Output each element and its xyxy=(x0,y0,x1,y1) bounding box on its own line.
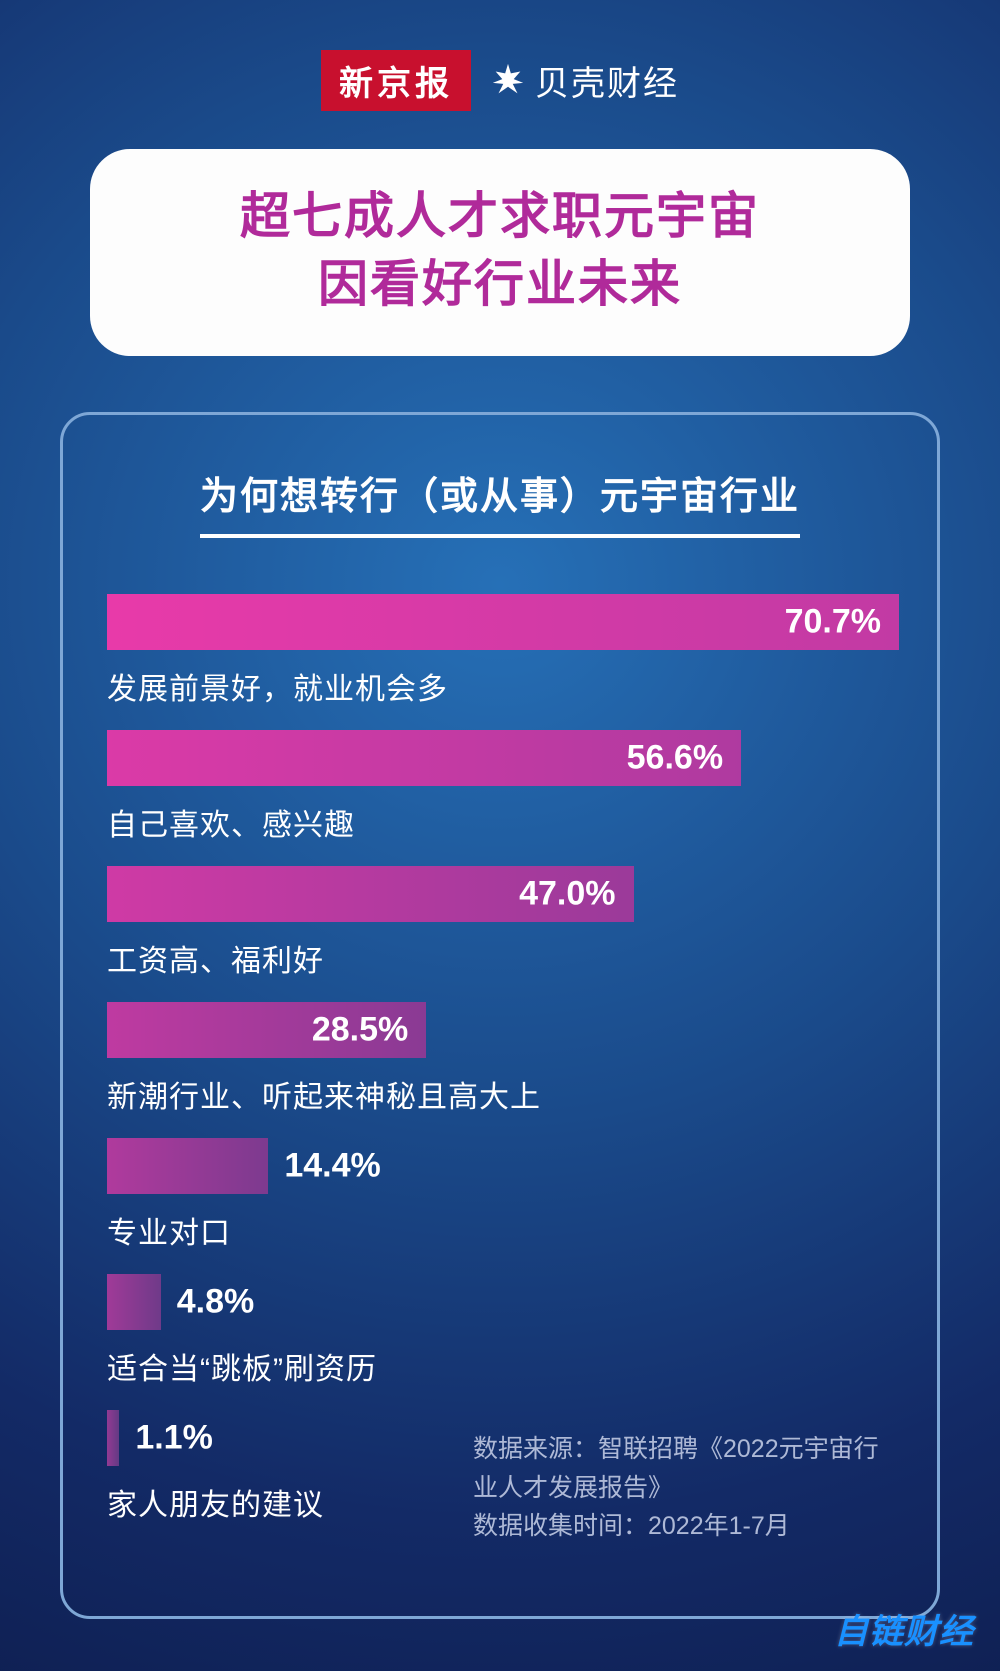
bar-row: 47.0% 工资高、福利好 xyxy=(107,866,893,980)
bar-track: 47.0% xyxy=(107,866,893,922)
shell-icon xyxy=(489,62,527,100)
bar-value: 70.7% xyxy=(785,603,881,642)
bar-value: 14.4% xyxy=(284,1147,380,1186)
bar-label: 适合当“跳板”刷资历 xyxy=(107,1344,893,1388)
bar-fill xyxy=(107,1138,268,1194)
bar-label: 工资高、福利好 xyxy=(107,936,893,980)
bar-row: 14.4% 专业对口 xyxy=(107,1138,893,1252)
bar-fill xyxy=(107,594,899,650)
bar-value: 4.8% xyxy=(177,1283,255,1322)
bar-fill xyxy=(107,1410,119,1466)
watermark: 自链财经 xyxy=(834,1604,974,1653)
bar-fill xyxy=(107,1274,161,1330)
bar-track: 4.8% xyxy=(107,1274,893,1330)
source-line-1: 数据来源：智联招聘《2022元宇宙行业人才发展报告》 xyxy=(473,1430,893,1508)
infographic-root: 新京报 贝壳财经 超七成人才求职元宇宙 因看好行业未来 为何想转行（或从事）元宇… xyxy=(0,0,1000,1671)
bar-value: 56.6% xyxy=(627,739,723,778)
title-line-2: 因看好行业未来 xyxy=(110,251,890,319)
brand-xinjingbao-badge: 新京报 xyxy=(321,50,471,111)
bar-row: 56.6% 自己喜欢、感兴趣 xyxy=(107,730,893,844)
title-card: 超七成人才求职元宇宙 因看好行业未来 xyxy=(90,149,910,356)
bar-label: 发展前景好，就业机会多 xyxy=(107,664,893,708)
data-source: 数据来源：智联招聘《2022元宇宙行业人才发展报告》 数据收集时间：2022年1… xyxy=(473,1430,893,1546)
bar-chart: 70.7% 发展前景好，就业机会多 56.6% 自己喜欢、感兴趣 47.0% 工资高、福利… xyxy=(107,594,893,1524)
bar-label: 新潮行业、听起来神秘且高大上 xyxy=(107,1072,893,1116)
chart-panel: 为何想转行（或从事）元宇宙行业 70.7% 发展前景好，就业机会多 56.6% 自己喜… xyxy=(60,412,940,1619)
bar-value: 28.5% xyxy=(312,1011,408,1050)
panel-title-wrap: 为何想转行（或从事）元宇宙行业 xyxy=(107,465,893,538)
bar-row: 4.8% 适合当“跳板”刷资历 xyxy=(107,1274,893,1388)
bar-track: 28.5% xyxy=(107,1002,893,1058)
title-line-1: 超七成人才求职元宇宙 xyxy=(110,183,890,251)
brand-beike-text: 贝壳财经 xyxy=(535,56,679,105)
bar-label: 自己喜欢、感兴趣 xyxy=(107,800,893,844)
bar-value: 1.1% xyxy=(135,1419,213,1458)
bar-value: 47.0% xyxy=(519,875,615,914)
bar-track: 14.4% xyxy=(107,1138,893,1194)
bar-row: 28.5% 新潮行业、听起来神秘且高大上 xyxy=(107,1002,893,1116)
panel-title: 为何想转行（或从事）元宇宙行业 xyxy=(200,465,800,538)
brand-row: 新京报 贝壳财经 xyxy=(0,0,1000,111)
bar-row: 70.7% 发展前景好，就业机会多 xyxy=(107,594,893,708)
source-line-2: 数据收集时间：2022年1-7月 xyxy=(473,1507,893,1546)
bar-track: 56.6% xyxy=(107,730,893,786)
brand-beike: 贝壳财经 xyxy=(489,56,679,105)
bar-track: 70.7% xyxy=(107,594,893,650)
bar-label: 专业对口 xyxy=(107,1208,893,1252)
